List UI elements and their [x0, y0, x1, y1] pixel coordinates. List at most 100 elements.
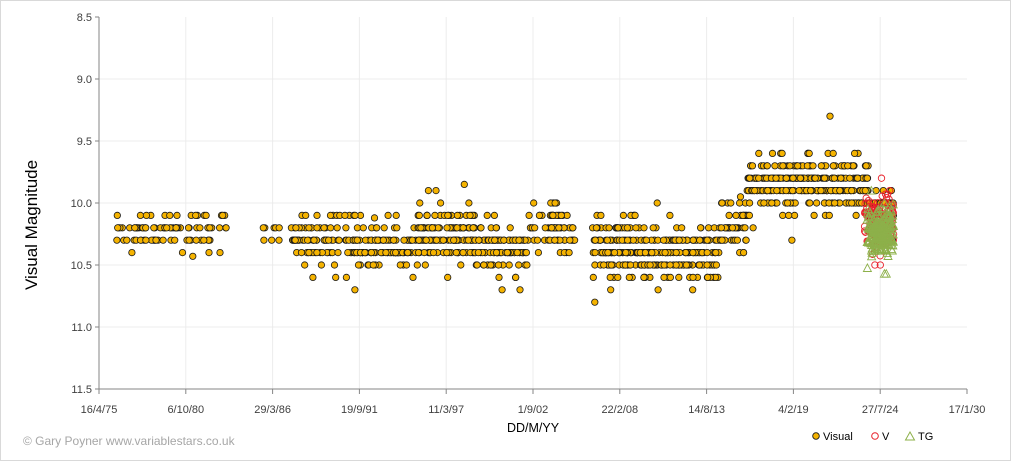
y-tick-label: 11.0 — [71, 322, 92, 334]
visual-point — [302, 211, 310, 219]
tg-point — [869, 232, 879, 242]
y-tick-label: 8.5 — [77, 12, 92, 24]
visual-point — [335, 236, 343, 244]
visual-point — [216, 224, 224, 232]
visual-point — [393, 224, 401, 232]
visual-point — [689, 273, 697, 281]
visual-point — [782, 187, 790, 195]
visual-point — [439, 236, 447, 244]
tg-point — [862, 263, 873, 272]
y-tick-label: 10.5 — [71, 260, 92, 272]
tg-point — [867, 247, 877, 257]
visual-point — [450, 236, 458, 244]
visual-point — [682, 249, 690, 257]
tg-point — [863, 223, 874, 233]
visual-point — [464, 236, 472, 244]
y-tick-label: 9.5 — [77, 136, 92, 148]
visual-point — [443, 224, 451, 232]
visual-point — [659, 236, 668, 244]
visual-point — [661, 249, 669, 257]
visual-point — [404, 249, 412, 257]
visual-point — [746, 174, 754, 182]
visual-point — [788, 236, 796, 244]
visual-point — [727, 199, 735, 207]
visual-point — [625, 273, 633, 281]
visual-point — [506, 224, 514, 232]
visual-point — [846, 174, 854, 182]
visual-point — [565, 249, 573, 257]
visual-point — [790, 211, 799, 219]
visual-point — [490, 211, 498, 219]
visual-point — [512, 273, 520, 281]
visual-point — [745, 199, 754, 207]
visual-point — [696, 224, 705, 232]
tg-point — [884, 200, 895, 210]
visual-point — [689, 286, 697, 294]
visual-point — [359, 224, 367, 232]
visual-point — [523, 261, 531, 269]
legend-item-tg: TG — [904, 430, 933, 443]
series-tg — [862, 185, 899, 278]
tg-point — [862, 237, 872, 247]
legend-marker-v — [871, 432, 879, 440]
visual-point — [184, 224, 193, 232]
tg-point — [867, 243, 877, 253]
visual-point — [689, 236, 697, 244]
legend-marker-visual — [812, 432, 820, 440]
visual-point — [369, 261, 377, 269]
visual-point — [396, 261, 404, 269]
visual-point — [531, 224, 539, 232]
visual-point — [773, 187, 781, 195]
visual-point — [660, 261, 668, 269]
visual-point — [515, 261, 523, 269]
visual-point — [142, 236, 150, 244]
visual-point — [292, 224, 300, 232]
visual-point — [131, 224, 139, 232]
x-tick-label: 16/4/75 — [81, 404, 118, 416]
legend-label-visual: Visual — [823, 431, 853, 443]
visual-point — [735, 199, 744, 207]
visual-point — [712, 249, 720, 257]
visual-point — [783, 199, 792, 207]
visual-point — [763, 162, 771, 170]
visual-point — [826, 112, 834, 120]
visual-point — [541, 224, 549, 232]
visual-point — [771, 162, 779, 170]
legend-label-v: V — [882, 431, 890, 443]
tg-point — [876, 232, 887, 242]
visual-point — [853, 174, 862, 182]
visual-point — [150, 224, 158, 232]
visual-point — [535, 211, 544, 219]
visual-point — [654, 286, 662, 294]
visual-point — [326, 211, 335, 219]
x-tick-label: 14/8/13 — [688, 404, 725, 416]
visual-point — [480, 261, 488, 269]
visual-point — [513, 249, 521, 257]
visual-point — [200, 236, 208, 244]
visual-point — [379, 236, 387, 244]
visual-point — [522, 249, 531, 257]
visual-point — [786, 162, 794, 170]
visual-point — [589, 273, 597, 281]
visual-point — [422, 236, 430, 244]
visual-point — [414, 249, 423, 257]
visual-point — [809, 162, 817, 170]
visual-point — [704, 273, 712, 281]
visual-point — [492, 249, 501, 257]
visual-point — [566, 236, 574, 244]
visual-point — [778, 149, 786, 157]
visual-point — [202, 211, 210, 219]
visual-point — [530, 199, 538, 207]
visual-point — [166, 211, 174, 219]
visual-point — [487, 261, 495, 269]
visual-point — [333, 224, 341, 232]
legend-label-tg: TG — [918, 431, 933, 443]
visual-point — [416, 199, 424, 207]
visual-point — [796, 174, 805, 182]
tg-point — [866, 232, 876, 242]
visual-point — [206, 224, 214, 232]
visual-point — [782, 174, 790, 182]
visual-point — [159, 236, 167, 244]
visual-point — [666, 211, 674, 219]
